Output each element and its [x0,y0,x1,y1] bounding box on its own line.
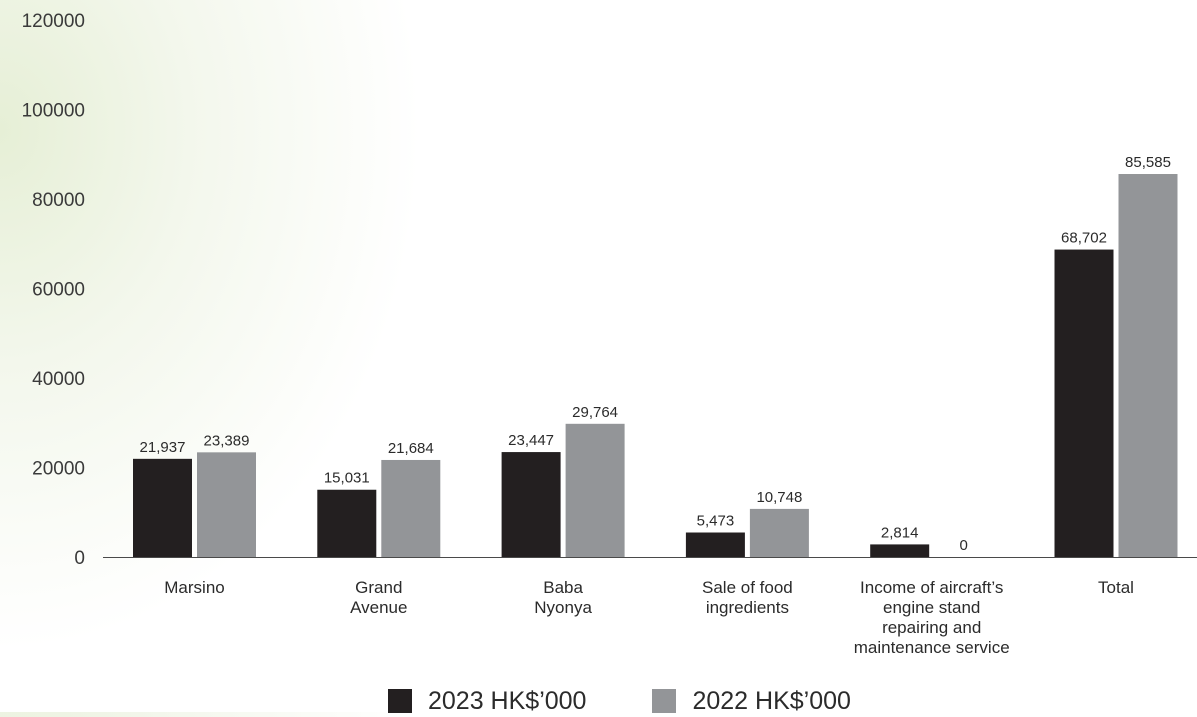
bar-2023 [501,452,561,557]
y-tick-label: 100000 [22,101,85,122]
bar-2022 [197,452,256,557]
bar-2023 [870,544,930,557]
y-tick-label: 20000 [32,459,85,480]
bar-chart: 0 20000 40000 60000 80000 100000 120000 21,937 2… [22,11,1197,657]
bar-2023 [1054,249,1114,558]
legend-swatch-2022 [652,689,677,713]
y-tick-label: 120000 [22,11,85,32]
bar-2023 [317,489,377,557]
category-label: Income of aircraft’s engine stand repairin… [854,578,1010,657]
y-tick-label: 80000 [32,190,85,211]
data-label: 21,684 [388,440,434,457]
data-label: 85,585 [1125,154,1171,171]
legend-swatch-2023 [388,689,412,713]
data-label: 23,389 [204,432,250,449]
y-tick-label: 60000 [32,280,85,301]
data-label: 15,031 [324,470,370,487]
y-tick-label: 0 [74,548,85,569]
data-label: 23,447 [508,432,554,449]
legend-item-2023: 2023 HK$’000 [388,687,586,716]
legend-label-2023: 2023 HK$’000 [428,686,587,715]
category-label: Marsino [164,578,224,597]
data-label: 2,814 [881,524,919,541]
bar-2022 [381,459,441,557]
data-label: 5,473 [697,513,735,530]
category-label: Sale of food ingredients [702,578,793,617]
category-label: Baba Nyonya [534,578,592,617]
data-label: 10,748 [756,489,802,506]
category-label: Total [1098,578,1134,597]
legend-label-2022: 2022 HK$’000 [692,686,851,715]
data-label: 68,702 [1061,230,1107,247]
data-label: 21,937 [140,439,186,456]
bar-2022 [1118,174,1178,557]
legend-item-2022: 2022 HK$’000 [652,686,851,716]
data-label: 0 [960,537,968,554]
legend: 2023 HK$’000 2022 HK$’000 [388,685,917,717]
y-tick-label: 40000 [32,369,85,390]
bar-2023 [133,458,192,557]
bar-2022 [565,423,625,557]
category-label: Grand Avenue [350,578,407,617]
bar-2023 [685,532,745,557]
data-label: 29,764 [572,404,618,421]
bar-2022 [749,508,809,557]
